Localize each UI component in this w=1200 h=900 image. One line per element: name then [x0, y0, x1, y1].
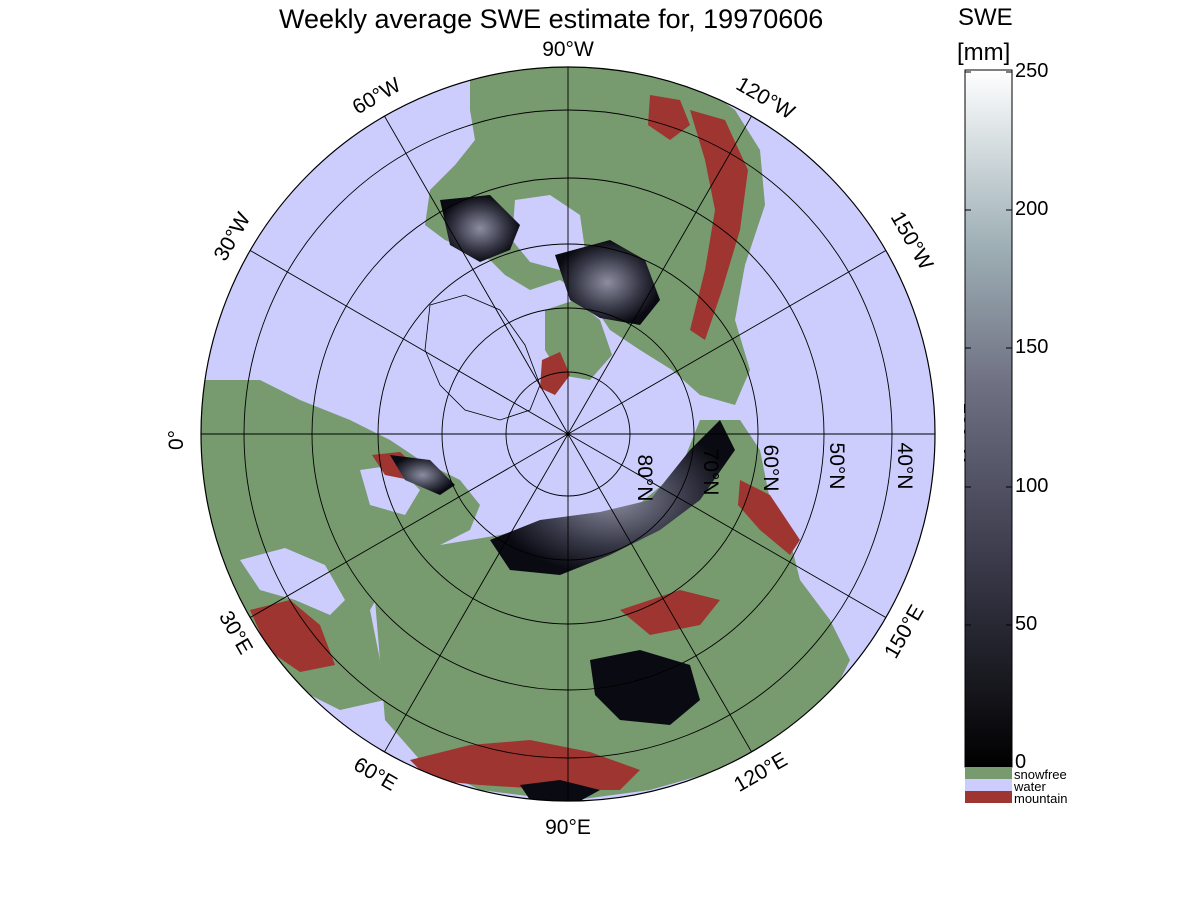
- legend-label-water: water: [1014, 779, 1046, 794]
- meridian-150w-30e: [249, 250, 887, 618]
- siberian-mountains: [620, 590, 720, 635]
- lon-label-90e: 90°E: [545, 816, 591, 839]
- lat-label-60n: 60°N: [759, 445, 782, 492]
- map-title: Weekly average SWE estimate for, 1997060…: [279, 4, 824, 34]
- swe-colorbar: [964, 69, 1013, 803]
- colorbar-tick-250: 250: [1015, 60, 1049, 82]
- colorbar-tick-100: 100: [1015, 475, 1049, 497]
- greenland-ice: [424, 294, 541, 421]
- colorbar-gradient: [964, 69, 1013, 768]
- north-america-landmass: [425, 67, 765, 405]
- snow-cover-tibet: [520, 780, 600, 801]
- lon-label-0: 0°: [165, 430, 188, 450]
- hudson-bay: [512, 195, 585, 270]
- snow-cover-canada: [440, 195, 520, 262]
- himalaya-mountains: [410, 740, 640, 790]
- asia-landmass: [375, 420, 850, 801]
- lat-label-80n: 80°N: [633, 455, 656, 502]
- legend-swatch-water: [965, 779, 1012, 791]
- colorbar-tick-50: 50: [1015, 613, 1038, 635]
- lon-label-90w: 90°W: [542, 38, 594, 61]
- colorbar-tick-0: 0: [1015, 751, 1027, 773]
- mediterranean-sea: [240, 548, 345, 615]
- colorbar-tick-150: 150: [1015, 336, 1049, 358]
- colorbar-unit: [mm]: [957, 39, 1011, 66]
- colorbar-title: SWE: [958, 4, 1013, 31]
- snow-cover-arctic-canada: [555, 240, 660, 325]
- legend-label-mountain: mountain: [1014, 791, 1068, 806]
- legend-label-snowfree: snowfree: [1014, 767, 1067, 782]
- alps-mountains: [250, 600, 335, 672]
- far-east-mountains: [738, 480, 800, 555]
- legend-swatch-snowfree: [965, 767, 1012, 779]
- lat-label-50n: 50°N: [825, 443, 848, 490]
- lat-label-40n: 40°N: [893, 443, 916, 490]
- snow-cover-siberia: [490, 420, 735, 575]
- colorbar-tick-200: 200: [1015, 198, 1049, 220]
- snow-cover-scandinavia: [390, 455, 455, 495]
- legend-swatch-mountain: [965, 791, 1012, 803]
- coastal-mountains: [648, 95, 690, 140]
- graticule: [200, 66, 936, 802]
- rocky-mountains: [690, 110, 748, 340]
- snow-cover-mongolia: [590, 650, 700, 725]
- lat-label-70n: 70°N: [699, 449, 722, 496]
- map-boundary: [200, 66, 936, 802]
- lon-label-60e: 60°E: [350, 753, 401, 796]
